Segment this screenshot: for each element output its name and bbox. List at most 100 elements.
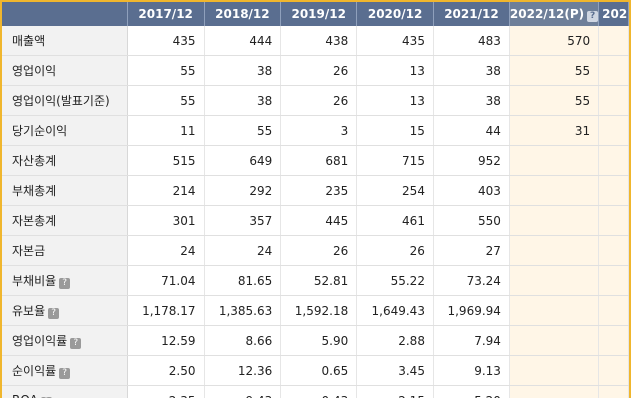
value-cell: 26 bbox=[280, 85, 358, 116]
row-label[interactable]: 유보율? bbox=[2, 295, 128, 326]
header-year: 2020/12 bbox=[356, 2, 434, 26]
value-cell: 0.65 bbox=[280, 355, 358, 386]
table-row: 부채총계 214 292 235 254 403 bbox=[2, 175, 629, 206]
value-cell: 24 bbox=[127, 235, 205, 266]
value-cell: 13 bbox=[356, 85, 434, 116]
table-row: 유보율? 1,178.17 1,385.63 1,592.18 1,649.43 1,96… bbox=[2, 295, 629, 326]
row-label-text: 자본총계 bbox=[12, 214, 57, 228]
row-label[interactable]: 순이익률? bbox=[2, 355, 128, 386]
value-cell: 8.66 bbox=[204, 325, 282, 356]
help-icon[interactable]: ? bbox=[40, 397, 52, 398]
value-cell: 52.81 bbox=[280, 265, 358, 296]
value-cell: 438 bbox=[280, 26, 358, 56]
row-label-text: 영업이익 bbox=[12, 64, 57, 78]
value-cell-projected bbox=[509, 385, 600, 398]
header-year: 2021/12 bbox=[433, 2, 510, 26]
table-row: 자본총계 301 357 445 461 550 bbox=[2, 205, 629, 236]
table-row: 자산총계 515 649 681 715 952 bbox=[2, 145, 629, 176]
value-cell: 3 bbox=[280, 115, 358, 146]
value-cell: 1,969.94 bbox=[433, 295, 510, 326]
value-cell: 357 bbox=[204, 205, 282, 236]
value-cell: 214 bbox=[127, 175, 205, 206]
value-cell: 26 bbox=[356, 235, 434, 266]
table-row: 영업이익률? 12.59 8.66 5.90 2.88 7.94 bbox=[2, 325, 629, 356]
value-cell: 71.04 bbox=[127, 265, 205, 296]
help-icon[interactable]: ? bbox=[587, 10, 599, 22]
value-cell: 681 bbox=[280, 145, 358, 176]
row-label: 자산총계 bbox=[2, 145, 128, 176]
help-icon[interactable]: ? bbox=[59, 368, 71, 379]
value-cell: 13 bbox=[356, 55, 434, 86]
value-cell: 952 bbox=[433, 145, 510, 176]
row-label-text: 부채총계 bbox=[12, 184, 57, 198]
value-cell: 435 bbox=[127, 26, 205, 56]
header-year: 2018/12 bbox=[204, 2, 282, 26]
value-cell: 12.59 bbox=[127, 325, 205, 356]
header-year: 2019/12 bbox=[280, 2, 358, 26]
value-cell: 1,385.63 bbox=[204, 295, 282, 326]
value-cell: 44 bbox=[433, 115, 510, 146]
value-cell: 235 bbox=[280, 175, 358, 206]
row-label: 영업이익(발표기준) bbox=[2, 85, 128, 116]
value-cell: 1,592.18 bbox=[280, 295, 358, 326]
help-icon[interactable]: ? bbox=[70, 338, 82, 349]
row-label-text: 영업이익률 bbox=[12, 334, 68, 348]
value-cell: 81.65 bbox=[204, 265, 282, 296]
row-label: 매출액 bbox=[2, 26, 128, 56]
help-icon[interactable]: ? bbox=[48, 308, 60, 319]
table-row: 영업이익 55 38 26 13 38 55 bbox=[2, 55, 629, 86]
value-cell: 2.88 bbox=[356, 325, 434, 356]
row-label[interactable]: 부채비율? bbox=[2, 265, 128, 296]
table-row: 영업이익(발표기준) 55 38 26 13 38 55 bbox=[2, 85, 629, 116]
value-cell-next bbox=[598, 235, 629, 266]
value-cell: 292 bbox=[204, 175, 282, 206]
row-label-text: ROA bbox=[12, 393, 38, 398]
value-cell-next bbox=[598, 205, 629, 236]
value-cell-next bbox=[598, 115, 629, 146]
header-year-next: 202 bbox=[598, 2, 629, 26]
row-label: 당기순이익 bbox=[2, 115, 128, 146]
row-label-text: 영업이익(발표기준) bbox=[12, 94, 110, 108]
value-cell: 55 bbox=[204, 115, 282, 146]
header-year: 2017/12 bbox=[127, 2, 205, 26]
table-row: 매출액 435 444 438 435 483 570 bbox=[2, 26, 629, 56]
value-cell: 26 bbox=[280, 235, 358, 266]
value-cell: 24 bbox=[204, 235, 282, 266]
value-cell: 254 bbox=[356, 175, 434, 206]
value-cell: 2.35 bbox=[127, 385, 205, 398]
help-icon[interactable]: ? bbox=[59, 278, 71, 289]
row-label-text: 매출액 bbox=[12, 34, 46, 48]
row-label-text: 당기순이익 bbox=[12, 124, 68, 138]
header-row: 2017/12 2018/12 2019/12 2020/12 2021/12 … bbox=[2, 2, 629, 26]
value-cell-next bbox=[598, 355, 629, 386]
value-cell: 550 bbox=[433, 205, 510, 236]
value-cell: 7.94 bbox=[433, 325, 510, 356]
value-cell-next bbox=[598, 265, 629, 296]
value-cell-projected bbox=[509, 325, 600, 356]
value-cell: 55.22 bbox=[356, 265, 434, 296]
value-cell: 12.36 bbox=[204, 355, 282, 386]
value-cell: 461 bbox=[356, 205, 434, 236]
table-row: 당기순이익 11 55 3 15 44 31 bbox=[2, 115, 629, 146]
row-label[interactable]: 영업이익률? bbox=[2, 325, 128, 356]
row-label[interactable]: ROA? bbox=[2, 385, 128, 398]
value-cell: 301 bbox=[127, 205, 205, 236]
value-cell: 55 bbox=[127, 55, 205, 86]
table-row: 부채비율? 71.04 81.65 52.81 55.22 73.24 bbox=[2, 265, 629, 296]
header-year-label: 2022/12(P) bbox=[509, 6, 585, 21]
value-cell-projected bbox=[509, 145, 600, 176]
value-cell-next bbox=[598, 55, 629, 86]
row-label: 자본금 bbox=[2, 235, 128, 266]
value-cell: 649 bbox=[204, 145, 282, 176]
value-cell: 5.20 bbox=[433, 385, 510, 398]
value-cell: 445 bbox=[280, 205, 358, 236]
value-cell-next bbox=[598, 175, 629, 206]
value-cell: 515 bbox=[127, 145, 205, 176]
value-cell-next bbox=[598, 26, 629, 56]
value-cell: 5.90 bbox=[280, 325, 358, 356]
value-cell-projected bbox=[509, 295, 600, 326]
value-cell: 38 bbox=[204, 55, 282, 86]
row-label-text: 자본금 bbox=[12, 244, 46, 258]
value-cell: 483 bbox=[433, 26, 510, 56]
